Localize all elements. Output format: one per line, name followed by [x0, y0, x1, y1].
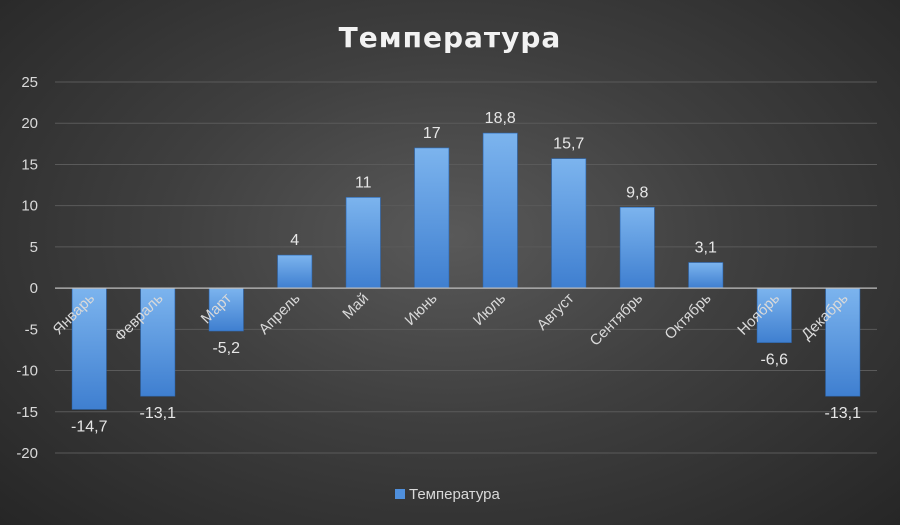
y-tick-label: -20	[16, 445, 38, 462]
category-label: Апрель	[256, 290, 304, 338]
data-label: -5,2	[212, 340, 240, 357]
y-tick-label: 20	[21, 115, 38, 132]
data-label: -13,1	[825, 405, 862, 422]
bars	[71, 132, 861, 410]
data-label: -14,7	[71, 418, 108, 435]
y-tick-label: -15	[16, 404, 38, 421]
legend-label: Температура	[409, 486, 501, 503]
y-tick-label: -10	[16, 363, 38, 380]
legend-swatch	[395, 489, 405, 499]
bar	[619, 207, 655, 289]
category-label: Август	[534, 290, 578, 334]
bar	[688, 262, 724, 289]
data-label: 17	[423, 125, 441, 142]
category-label: Октябрь	[661, 290, 714, 343]
bar	[71, 287, 107, 410]
bar	[756, 287, 792, 343]
bar	[345, 197, 381, 289]
y-tick-label: 5	[30, 239, 38, 256]
data-label: 18,8	[485, 110, 516, 127]
y-axis-tick-labels: 25 20 15 10 5 0 -5 -10 -15 -20	[16, 74, 38, 462]
category-label: Сентябрь	[587, 290, 647, 350]
data-label: 9,8	[626, 184, 648, 201]
data-label: 4	[290, 232, 299, 249]
y-tick-label: 0	[30, 280, 38, 297]
category-label: Май	[339, 290, 372, 323]
y-tick-label: -5	[25, 321, 38, 338]
bar	[208, 287, 244, 332]
bar	[825, 287, 861, 397]
bar	[482, 132, 518, 289]
data-label: -6,6	[760, 352, 788, 369]
legend: Температура	[395, 486, 501, 503]
chart-title: Температура	[339, 21, 562, 54]
data-label: 15,7	[553, 136, 584, 153]
category-label: Июнь	[402, 290, 441, 329]
data-label: -13,1	[140, 405, 177, 422]
data-label: 11	[355, 174, 372, 191]
bar	[140, 287, 176, 397]
category-label: Июль	[470, 290, 509, 329]
bar	[414, 147, 450, 289]
data-label: 3,1	[695, 240, 717, 257]
gridlines	[55, 81, 877, 454]
value-labels: -14,7 -13,1 -5,2 4 11 17 18,8 15,7 9,8 3,1 -6,6 -13…	[71, 110, 861, 435]
y-tick-label: 10	[21, 198, 38, 215]
y-tick-label: 15	[21, 156, 38, 173]
bar	[551, 158, 587, 289]
bar	[277, 254, 313, 289]
y-tick-label: 25	[21, 74, 38, 91]
